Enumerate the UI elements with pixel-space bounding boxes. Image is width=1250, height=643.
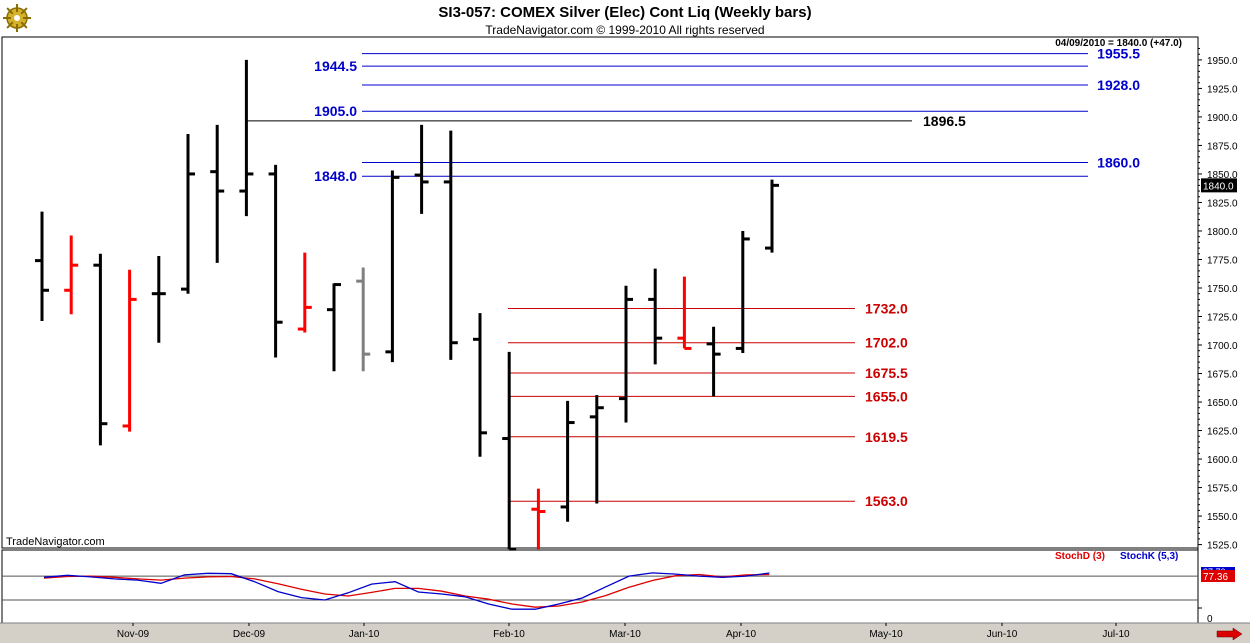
ohlc-bar bbox=[122, 269, 137, 432]
last-price-label: 1840.0 bbox=[1203, 181, 1234, 192]
ohlc-bar bbox=[706, 326, 721, 397]
support-label: 1732.0 bbox=[865, 301, 908, 317]
resistance-label: 1944.5 bbox=[314, 58, 357, 74]
ohlc-bar bbox=[35, 211, 49, 322]
black-level-label: 1896.5 bbox=[923, 113, 966, 129]
support-label: 1675.5 bbox=[865, 365, 908, 381]
ohlc-bar bbox=[239, 59, 254, 217]
logo-center bbox=[14, 15, 20, 21]
y-tick-label: 1600.0 bbox=[1207, 455, 1238, 466]
y-tick-label: 1725.0 bbox=[1207, 312, 1238, 323]
ohlc-bar bbox=[151, 256, 166, 343]
y-tick-label: 1875.0 bbox=[1207, 141, 1238, 152]
ohlc-bar bbox=[210, 124, 225, 263]
ohlc-bar bbox=[531, 488, 546, 550]
support-label: 1655.0 bbox=[865, 388, 908, 404]
ohlc-bar bbox=[443, 130, 458, 360]
stochd-legend: StochD (3) bbox=[1055, 551, 1105, 562]
tradenavigator-logo-icon[interactable] bbox=[3, 4, 31, 32]
ohlc-bar bbox=[589, 395, 604, 504]
ohlc-bar bbox=[765, 179, 779, 253]
y-tick-label: 1700.0 bbox=[1207, 341, 1238, 352]
y-tick-label: 1550.0 bbox=[1207, 512, 1238, 523]
stochd-value: 77.36 bbox=[1203, 572, 1228, 583]
y-tick-label: 1800.0 bbox=[1207, 227, 1238, 238]
y-tick-label: 1925.0 bbox=[1207, 84, 1238, 95]
ohlc-bar bbox=[181, 134, 195, 294]
ohlc-bar bbox=[502, 351, 517, 551]
x-tick-label: Jan-10 bbox=[349, 629, 380, 640]
x-tick-label: Jun-10 bbox=[987, 629, 1018, 640]
y-tick-label: 1525.0 bbox=[1207, 541, 1238, 552]
ohlc-bar bbox=[473, 313, 487, 457]
y-tick-label: 1900.0 bbox=[1207, 113, 1238, 124]
x-tick-label: Feb-10 bbox=[493, 629, 525, 640]
ohlc-bar bbox=[64, 235, 79, 315]
resistance-label: 1860.0 bbox=[1097, 155, 1140, 171]
x-tick-label: Nov-09 bbox=[117, 629, 150, 640]
support-label: 1619.5 bbox=[865, 429, 908, 445]
ohlc-bar bbox=[648, 268, 663, 365]
resistance-label: 1928.0 bbox=[1097, 77, 1140, 93]
logo-spoke bbox=[6, 21, 14, 29]
ohlc-bar bbox=[385, 170, 400, 363]
stoch-series-line bbox=[43, 573, 770, 608]
chart-title: SI3-057: COMEX Silver (Elec) Cont Liq (W… bbox=[438, 4, 811, 21]
x-tick-label: Jul-10 bbox=[1102, 629, 1130, 640]
y-tick-label: 1825.0 bbox=[1207, 198, 1238, 209]
x-tick-label: May-10 bbox=[869, 629, 903, 640]
support-label: 1702.0 bbox=[865, 335, 908, 351]
ohlc-bar bbox=[356, 267, 371, 372]
logo-spoke bbox=[20, 21, 28, 29]
y-tick-label: 1650.0 bbox=[1207, 398, 1238, 409]
stochk-legend: StochK (5,3) bbox=[1120, 551, 1178, 562]
y-tick-label: 1675.0 bbox=[1207, 370, 1238, 381]
last-bar-info: 04/09/2010 = 1840.0 (+47.0) bbox=[1055, 38, 1182, 49]
x-tick-label: Apr-10 bbox=[726, 629, 756, 640]
ohlc-bar bbox=[297, 252, 312, 333]
stoch-y-tick-label: 0 bbox=[1207, 614, 1213, 625]
ohlc-bar bbox=[268, 164, 283, 358]
logo-spoke bbox=[20, 7, 28, 15]
ohlc-bar bbox=[560, 400, 575, 522]
y-tick-label: 1775.0 bbox=[1207, 255, 1238, 266]
logo-spoke bbox=[6, 7, 14, 15]
y-tick-label: 1950.0 bbox=[1207, 56, 1238, 67]
ohlc-bar bbox=[93, 253, 108, 446]
resistance-label: 1905.0 bbox=[314, 103, 357, 119]
y-tick-label: 1625.0 bbox=[1207, 427, 1238, 438]
y-tick-label: 1750.0 bbox=[1207, 284, 1238, 295]
y-tick-label: 1575.0 bbox=[1207, 484, 1238, 495]
ohlc-bar bbox=[414, 124, 429, 214]
support-label: 1563.0 bbox=[865, 493, 908, 509]
y-tick-label: 1850.0 bbox=[1207, 170, 1238, 181]
ohlc-bar bbox=[327, 283, 341, 372]
x-tick-label: Mar-10 bbox=[609, 629, 641, 640]
stoch-series-line bbox=[43, 572, 770, 610]
resistance-label: 1848.0 bbox=[314, 168, 357, 184]
arrow-shape bbox=[1216, 627, 1243, 641]
ohlc-bar bbox=[677, 276, 692, 350]
ohlc-bar bbox=[619, 285, 633, 423]
x-tick-label: Dec-09 bbox=[233, 629, 266, 640]
watermark-text: TradeNavigator.com bbox=[6, 536, 105, 548]
last-price-marker bbox=[1201, 178, 1237, 193]
scroll-right-arrow-icon[interactable] bbox=[1213, 627, 1243, 641]
x-axis-footer bbox=[0, 623, 1250, 643]
resistance-label: 1955.5 bbox=[1097, 46, 1140, 62]
copyright-text: TradeNavigator.com © 1999-2010 All right… bbox=[485, 23, 764, 37]
stochd-value-marker bbox=[1201, 570, 1235, 582]
ohlc-bar bbox=[735, 230, 750, 353]
